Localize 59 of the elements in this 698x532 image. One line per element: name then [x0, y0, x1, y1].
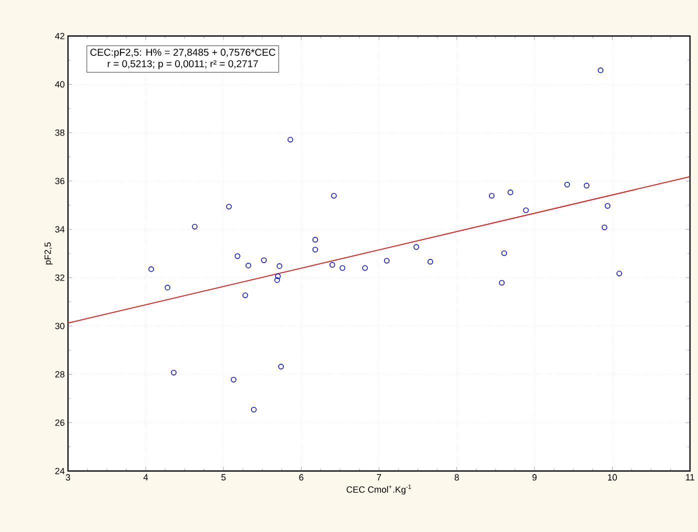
point: [148, 266, 154, 272]
x-tick-label: 11: [686, 474, 694, 480]
point: [501, 250, 507, 256]
y-tick-label: 38: [55, 129, 64, 136]
point: [230, 376, 236, 382]
point: [192, 224, 198, 230]
point: [488, 192, 495, 199]
x-tick-label: 5: [221, 474, 226, 480]
point: [234, 253, 240, 259]
y-tick-label: 30: [55, 322, 64, 330]
point: [330, 262, 336, 268]
point: [508, 190, 514, 196]
point: [523, 207, 529, 214]
y-tick-label: 28: [55, 371, 64, 378]
point: [616, 270, 622, 276]
x-tick-label: 7: [376, 474, 382, 480]
y-tick-label: 36: [55, 178, 64, 184]
point: [598, 68, 604, 74]
x-tick-label: 8: [454, 474, 459, 481]
point: [564, 182, 570, 188]
y-axis-title: pF2,5: [44, 242, 53, 264]
y-tick-label: 42: [55, 32, 64, 40]
point: [340, 265, 346, 271]
point: [164, 284, 170, 290]
point: [226, 204, 232, 210]
point: [499, 280, 505, 286]
y-tick-label: 26: [55, 419, 64, 426]
point: [242, 292, 248, 298]
x-tick-label: 10: [608, 474, 617, 481]
point: [414, 244, 420, 250]
point: [604, 203, 610, 209]
x-tick-label: 4: [143, 474, 148, 480]
point: [278, 364, 284, 370]
point: [312, 246, 318, 252]
y-tick-label: 34: [55, 226, 65, 233]
point: [276, 263, 282, 269]
point: [275, 273, 281, 280]
point: [602, 224, 608, 230]
x-tick-label: 3: [66, 474, 70, 481]
y-tick-label: 32: [55, 274, 64, 281]
point: [246, 262, 252, 268]
point: [288, 136, 294, 142]
point: [428, 258, 434, 265]
y-tick-label: 24: [55, 468, 65, 474]
point: [251, 406, 257, 412]
point: [384, 258, 390, 264]
point: [274, 277, 280, 283]
point: [170, 370, 177, 376]
point: [312, 236, 318, 243]
x-tick-label: 6: [299, 474, 304, 481]
annotation: CEC:pF2,5: H% = 27,8485 + 0,7576*CEC: [90, 48, 276, 58]
point: [362, 265, 368, 271]
point: [261, 257, 267, 264]
point: [331, 192, 337, 199]
x-axis-title: CEC Cmol$^{+}$.Kg$^{-1}$: [346, 484, 412, 494]
y-tick-label: 40: [55, 81, 64, 88]
x-tick-label: 9: [532, 474, 537, 481]
annotation: r = 0,5213; p = 0,0011; r² = 0,2717: [108, 60, 258, 70]
point: [584, 182, 590, 188]
